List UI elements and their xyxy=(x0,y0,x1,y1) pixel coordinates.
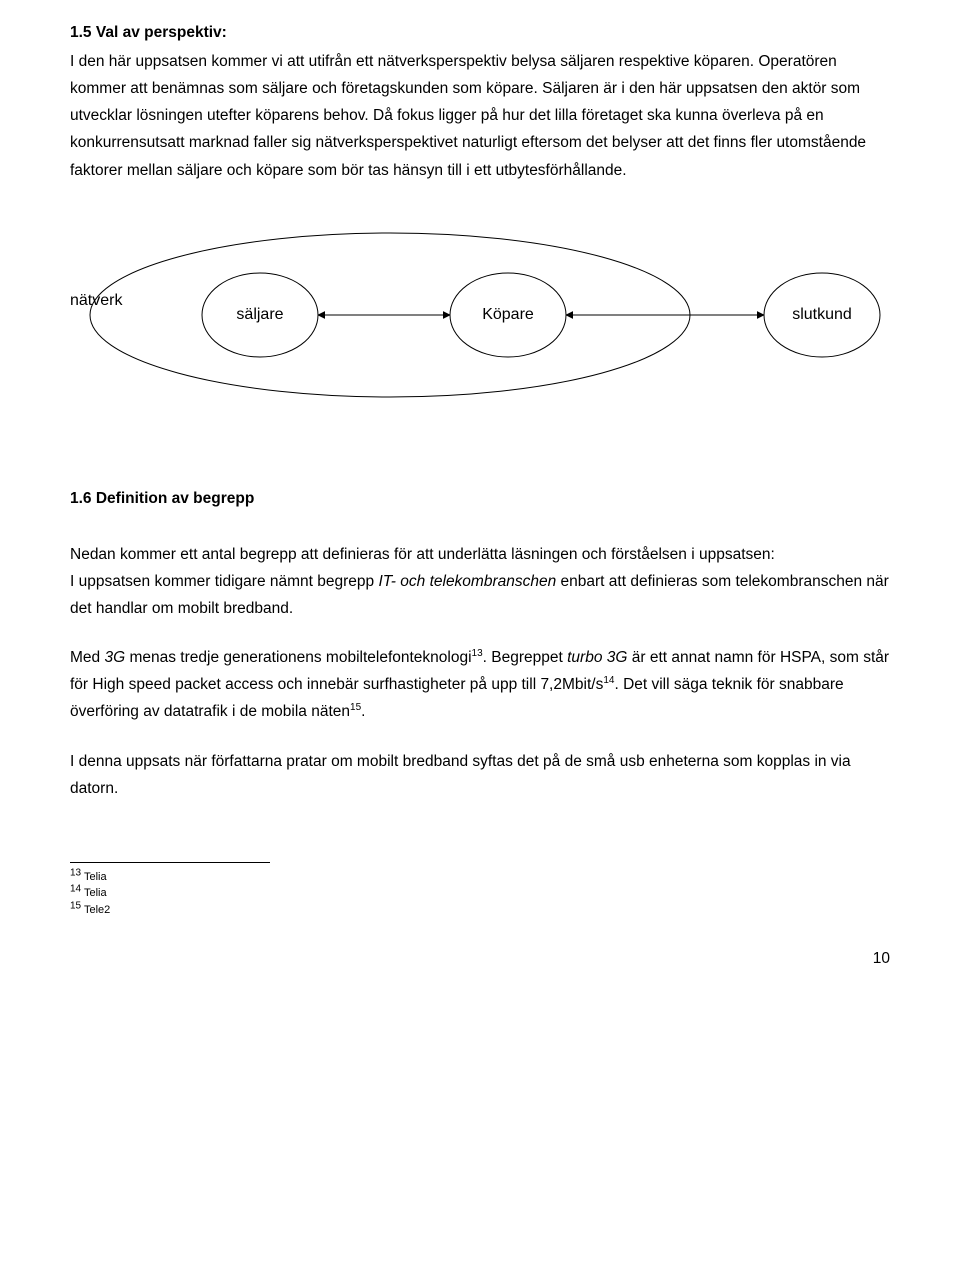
fn14-text: Telia xyxy=(81,887,106,899)
fn14-num: 14 xyxy=(70,884,81,895)
fn15-num: 15 xyxy=(70,900,81,911)
svg-text:säljare: säljare xyxy=(236,306,283,323)
svg-text:Köpare: Köpare xyxy=(482,306,534,323)
footnote-14: 14 Telia xyxy=(70,885,890,902)
footnote-divider xyxy=(70,862,270,863)
section-1-5-body: I den här uppsatsen kommer vi att utifrå… xyxy=(70,48,890,184)
page-number: 10 xyxy=(70,950,890,968)
section-1-6-p1: Nedan kommer ett antal begrepp att defin… xyxy=(70,514,890,623)
p2-pre: Med xyxy=(70,649,104,666)
section-heading-1-6: 1.6 Definition av begrepp xyxy=(70,490,890,508)
section-heading-1-5: 1.5 Val av perspektiv: xyxy=(70,24,890,42)
p2-mid1: menas tredje generationens mobiltelefont… xyxy=(125,649,471,666)
p2-i1: 3G xyxy=(104,649,125,666)
p2-end: . xyxy=(361,703,365,720)
p1-italic: IT- och telekombranschen xyxy=(378,573,556,590)
footnote-13: 13 Telia xyxy=(70,869,890,886)
diagram-svg: säljare Köpare slutkund xyxy=(70,220,890,420)
fn13-num: 13 xyxy=(70,867,81,878)
fn15-text: Tele2 xyxy=(81,904,110,916)
p2-sup1: 13 xyxy=(472,648,483,659)
p2-i2: turbo 3G xyxy=(567,649,627,666)
diagram-outer-label: nätverk xyxy=(70,292,122,310)
network-diagram: nätverk säljare Köpare slutkund xyxy=(70,220,890,420)
p2-mid2: . Begreppet xyxy=(483,649,567,666)
section-1-6-p2: Med 3G menas tredje generationens mobilt… xyxy=(70,644,890,725)
p2-sup2: 14 xyxy=(603,675,614,686)
fn13-text: Telia xyxy=(81,871,106,883)
svg-text:slutkund: slutkund xyxy=(792,306,852,323)
p2-sup3: 15 xyxy=(350,702,361,713)
footnote-15: 15 Tele2 xyxy=(70,902,890,919)
section-1-6-p3: I denna uppsats när författarna pratar o… xyxy=(70,748,890,802)
